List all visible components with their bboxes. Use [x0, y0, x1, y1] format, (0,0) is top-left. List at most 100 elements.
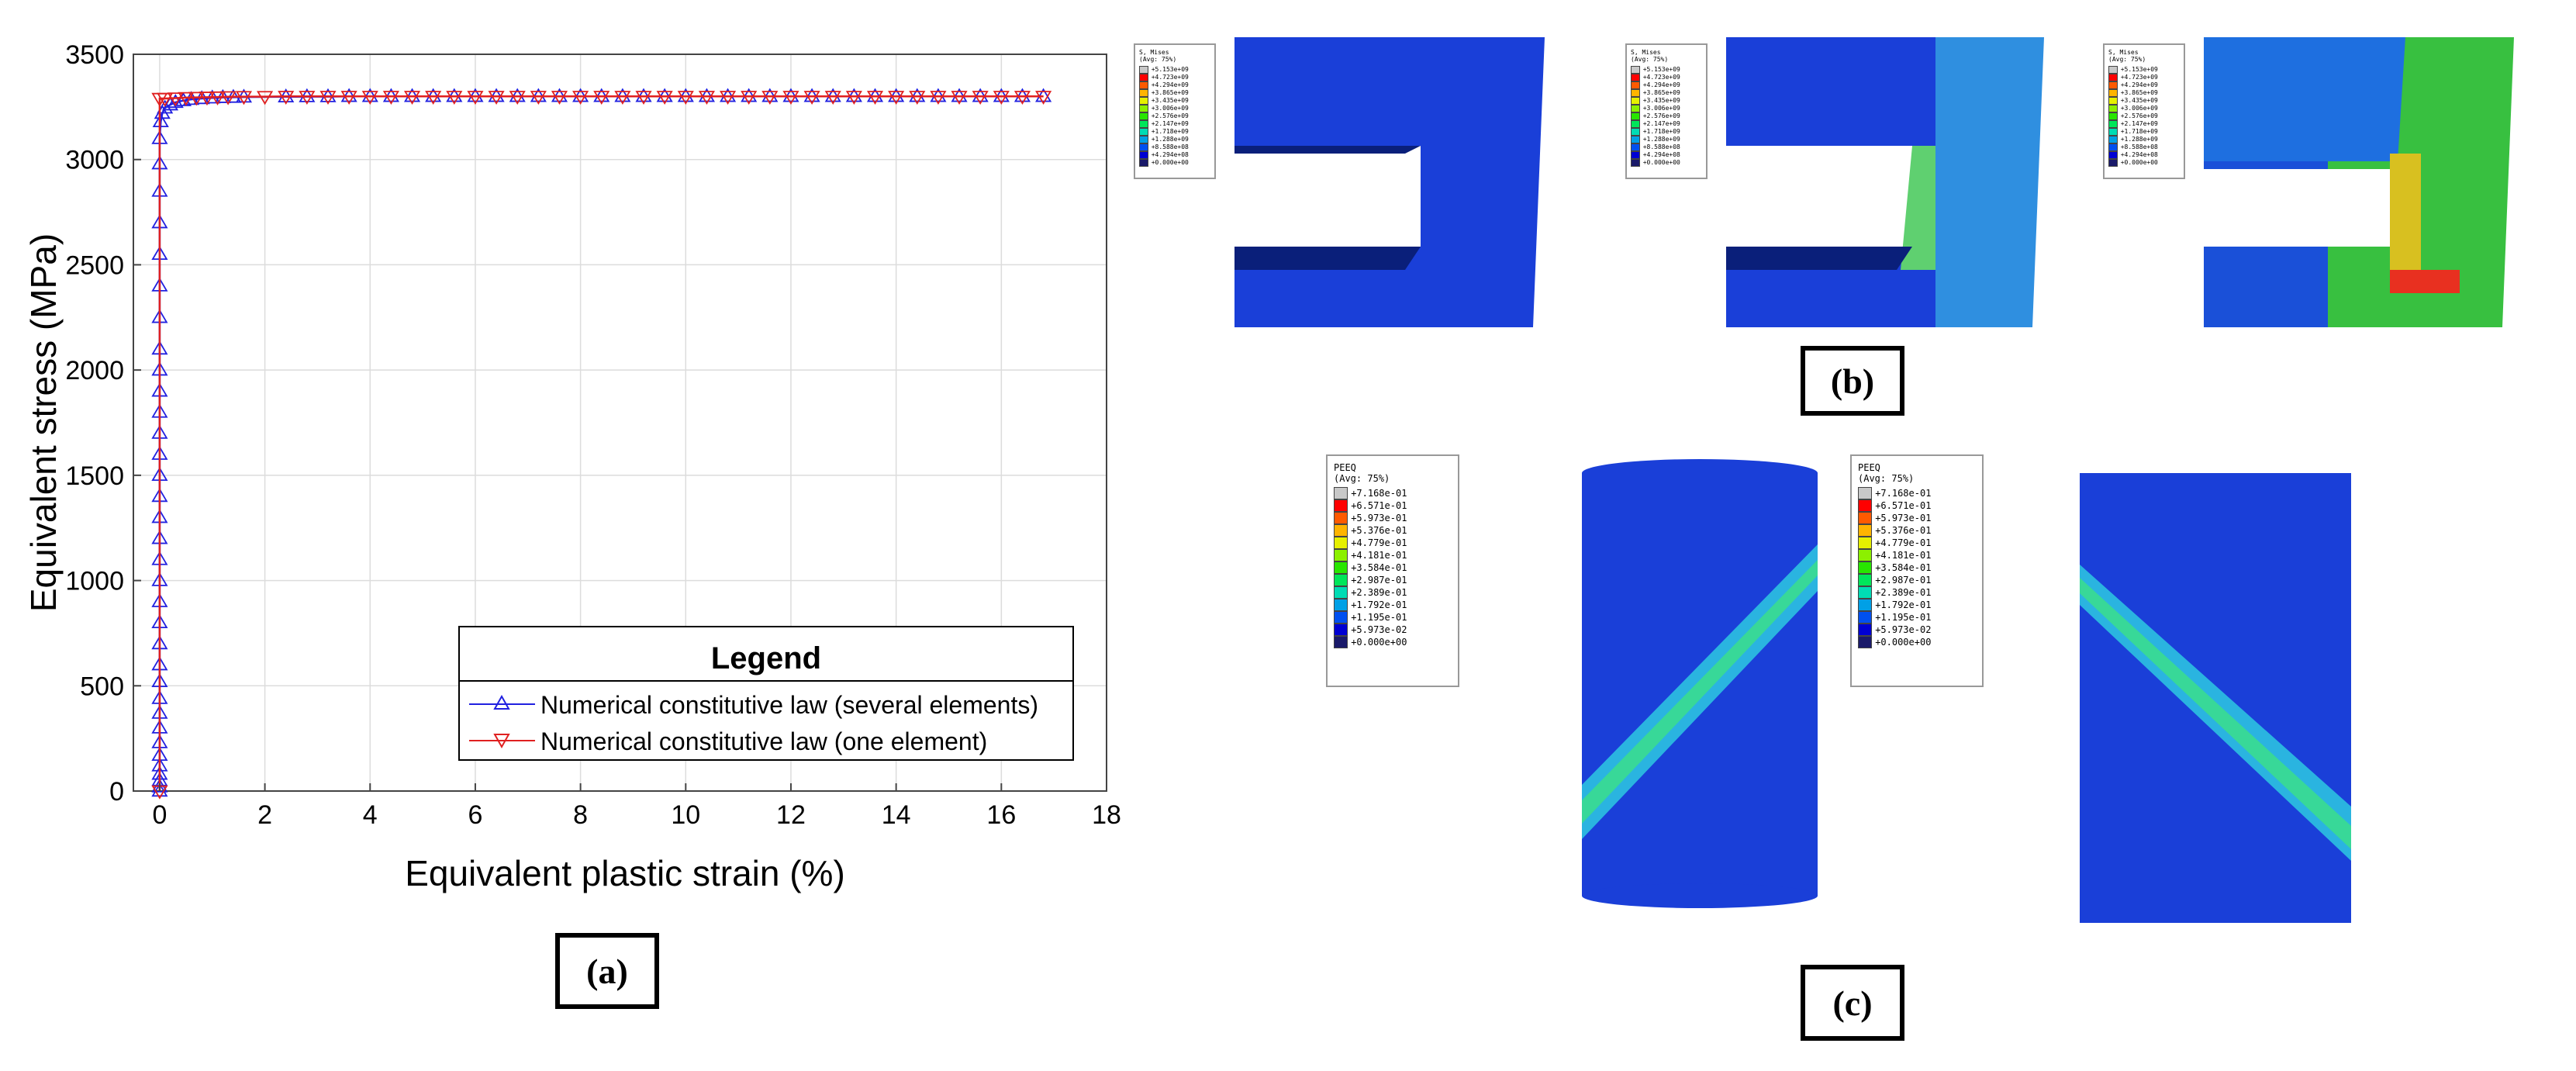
- contour-swatch: [1858, 512, 1873, 524]
- x-tick-label: 12: [776, 800, 806, 830]
- contour-swatch: [1631, 151, 1640, 159]
- legend-marker-triangle-up-icon: [493, 694, 510, 710]
- legend-title: Legend: [711, 641, 821, 675]
- contour-value: +5.973e-02: [1875, 624, 1932, 635]
- contour-swatch: [1334, 561, 1348, 574]
- contour-swatch: [1631, 143, 1640, 151]
- stress-legend-2: S, Mises (Avg: 75%) +5.153e+09 +4.723e+09 +…: [1625, 43, 1708, 179]
- contour-swatch: [2108, 128, 2118, 136]
- contour-value: +2.987e-01: [1875, 575, 1932, 586]
- contour-swatch: [1858, 586, 1873, 599]
- contour-value: +3.006e+09: [1642, 105, 1680, 112]
- series-1: [151, 91, 1052, 800]
- contour-swatch: [1631, 81, 1640, 89]
- contour-legend-title: S, Mises (Avg: 75%): [1631, 49, 1669, 63]
- x-tick-label: 2: [257, 800, 272, 830]
- y-tick-label: 0: [109, 777, 124, 807]
- data-point: [824, 91, 841, 105]
- data-point: [1013, 88, 1031, 102]
- data-point: [446, 91, 463, 105]
- data-point: [656, 88, 673, 102]
- data-point: [551, 88, 568, 102]
- data-point: [157, 92, 174, 107]
- contour-swatch: [1334, 636, 1348, 648]
- x-tick-label: 4: [363, 800, 378, 830]
- data-point: [866, 88, 884, 102]
- contour-swatch: [1334, 574, 1348, 586]
- data-point: [824, 88, 841, 102]
- data-point: [551, 91, 568, 105]
- contour-swatch: [1631, 112, 1640, 120]
- data-point: [509, 91, 526, 105]
- contour-legend-title: S, Mises (Avg: 75%): [2108, 49, 2146, 63]
- data-point: [425, 91, 442, 105]
- data-point: [845, 88, 862, 102]
- contour-swatch: [1139, 136, 1148, 143]
- stress-sim-frame-1: [1234, 37, 1583, 327]
- stress-sim-frame-1-graphic: [1234, 37, 1583, 327]
- contour-value: +6.571e-01: [1351, 500, 1407, 511]
- contour-value: +8.588e+08: [2120, 143, 2158, 150]
- data-point: [782, 88, 799, 102]
- data-point: [278, 91, 295, 105]
- data-point: [677, 91, 694, 105]
- x-axis-label: Equivalent plastic strain (%): [405, 853, 845, 893]
- data-point: [167, 92, 184, 107]
- contour-value: +3.435e+09: [1642, 97, 1680, 104]
- contour-swatch: [1631, 74, 1640, 81]
- contour-swatch: [1631, 105, 1640, 112]
- peeq-legend-1: PEEQ (Avg: 75%) +7.168e-01 +6.571e-01 +5.97…: [1326, 454, 1459, 687]
- contour-swatch: [1139, 120, 1148, 128]
- data-point: [698, 88, 716, 102]
- data-point: [488, 88, 505, 102]
- contour-value: +0.000e+00: [1642, 159, 1680, 166]
- peeq-legend-2: PEEQ (Avg: 75%) +7.168e-01 +6.571e-01 +5.97…: [1850, 454, 1984, 687]
- contour-value: +4.723e+09: [2120, 74, 2158, 81]
- contour-legend-title: S, Mises (Avg: 75%): [1139, 49, 1177, 63]
- contour-value: +1.288e+09: [2120, 136, 2158, 143]
- data-point: [209, 91, 226, 105]
- data-point: [614, 88, 631, 102]
- data-point: [972, 88, 989, 102]
- stress-sim-frame-2-graphic: [1726, 37, 2075, 327]
- contour-value: +3.435e+09: [2120, 97, 2158, 104]
- contour-value: +2.147e+09: [1642, 120, 1680, 127]
- contour-legend-title: PEEQ (Avg: 75%): [1334, 462, 1390, 484]
- data-point: [361, 88, 378, 102]
- x-tick-label: 6: [468, 800, 482, 830]
- contour-value: +1.288e+09: [1642, 136, 1680, 143]
- contour-swatch: [1139, 97, 1148, 105]
- data-point: [319, 91, 337, 105]
- data-point: [593, 91, 610, 105]
- contour-value: +3.435e+09: [1151, 97, 1189, 104]
- contour-value: +4.181e-01: [1351, 550, 1407, 561]
- contour-swatch: [2108, 97, 2118, 105]
- contour-value: +1.792e-01: [1875, 599, 1932, 610]
- data-point: [698, 91, 716, 105]
- contour-value: +6.571e-01: [1875, 500, 1932, 511]
- data-point: [993, 91, 1010, 105]
- contour-swatch: [1139, 74, 1148, 81]
- contour-swatch: [1858, 574, 1873, 586]
- data-point: [719, 88, 737, 102]
- data-point: [509, 88, 526, 102]
- legend-label-several-elements: Numerical constitutive law (several elem…: [540, 691, 1038, 719]
- contour-value: +4.294e+09: [1151, 81, 1189, 88]
- contour-value: +4.294e+08: [1642, 151, 1680, 158]
- data-point: [909, 91, 926, 105]
- data-point: [446, 88, 463, 102]
- data-point: [152, 113, 169, 128]
- contour-value: +1.718e+09: [1642, 128, 1680, 135]
- contour-swatch: [1139, 112, 1148, 120]
- contour-swatch: [1139, 159, 1148, 167]
- data-point: [467, 88, 484, 102]
- data-point: [951, 88, 968, 102]
- contour-swatch: [1139, 105, 1148, 112]
- data-point: [866, 91, 884, 105]
- contour-swatch: [1858, 487, 1873, 499]
- contour-value: +4.294e+09: [1642, 81, 1680, 88]
- data-point: [188, 92, 205, 106]
- x-tick-label: 10: [671, 800, 700, 830]
- contour-swatch: [2108, 112, 2118, 120]
- contour-value: +3.584e-01: [1351, 562, 1407, 573]
